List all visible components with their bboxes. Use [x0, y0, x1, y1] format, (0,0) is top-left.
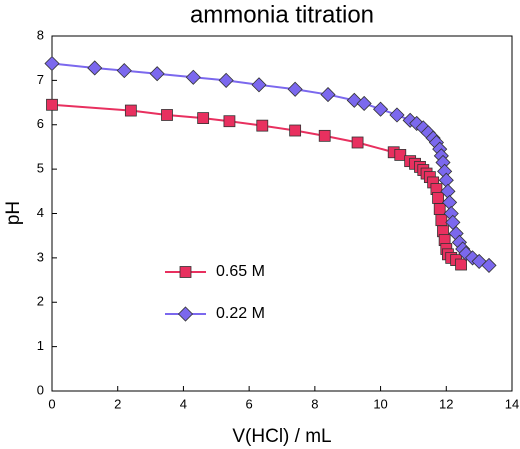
data-point [46, 98, 58, 111]
legend-marker [179, 266, 192, 278]
data-point [481, 257, 497, 273]
data-point [356, 95, 372, 112]
data-point [197, 112, 210, 124]
data-point [373, 101, 389, 117]
data-point [218, 72, 234, 88]
x-axis-label: V(HCl) / mL [232, 426, 331, 447]
data-point [433, 203, 446, 215]
y-tick-label: 5 [37, 161, 44, 176]
data-point [318, 129, 331, 142]
y-tick-label: 4 [37, 205, 44, 220]
y-tick-label: 6 [37, 116, 44, 131]
y-tick-label: 1 [37, 338, 44, 353]
data-point [116, 63, 132, 79]
x-tick-label: 2 [114, 396, 121, 411]
data-point [185, 69, 201, 85]
data-point [161, 109, 173, 121]
data-point [256, 119, 269, 132]
y-tick-label: 7 [37, 72, 44, 87]
y-tick-label: 8 [37, 27, 44, 42]
y-tick-label: 3 [37, 249, 44, 264]
data-point [432, 192, 444, 204]
chart-title: ammonia titration [190, 1, 374, 28]
data-point [394, 149, 407, 161]
data-point [351, 136, 364, 149]
data-point [44, 55, 60, 72]
legend-label: 0.22 M [216, 305, 265, 322]
x-tick-label: 12 [439, 396, 453, 411]
x-tick-label: 4 [180, 396, 187, 411]
y-tick-label: 2 [37, 294, 44, 309]
data-point [287, 81, 303, 97]
data-point [435, 214, 448, 227]
data-point [87, 60, 103, 76]
y-tick-label: 0 [37, 382, 44, 397]
data-point [223, 115, 236, 128]
data-point [455, 258, 467, 271]
x-tick-label: 8 [311, 396, 318, 411]
legend-marker [177, 306, 194, 322]
x-tick-label: 14 [505, 396, 519, 411]
data-point [251, 77, 267, 93]
data-point [289, 124, 302, 137]
y-axis-label: pH [3, 201, 24, 225]
data-point [320, 87, 336, 103]
x-tick-label: 0 [48, 396, 55, 411]
x-tick-label: 6 [246, 396, 253, 411]
legend-label: 0.65 M [216, 263, 265, 280]
data-point [149, 66, 165, 82]
data-point [124, 104, 137, 117]
x-tick-label: 10 [373, 396, 387, 411]
data-point [389, 107, 405, 123]
